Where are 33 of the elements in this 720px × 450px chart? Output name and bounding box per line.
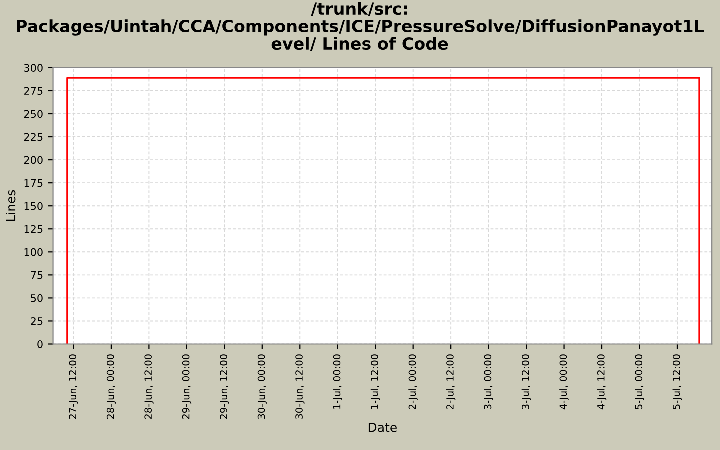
x-tick-label: 2-Jul, 00:00	[408, 354, 418, 410]
x-tick-label: 5-Jul, 00:00	[635, 354, 644, 410]
x-tick-label: 30-Jun, 12:00	[296, 354, 305, 420]
y-tick-label: 25	[31, 317, 43, 326]
x-tick-label: 2-Jul, 12:00	[446, 354, 456, 410]
y-axis-title: Lines	[6, 190, 16, 222]
y-tick-label: 175	[24, 179, 43, 188]
y-tick-label: 150	[24, 202, 43, 210]
x-tick-label: 5-Jul, 12:00	[672, 354, 682, 410]
x-tick-label: 29-Jun, 12:00	[220, 354, 230, 420]
x-tick-label: 27-Jun, 12:00	[69, 354, 78, 420]
x-tick-label: 28-Jun, 12:00	[144, 354, 154, 420]
x-tick-label: 4-Jul, 12:00	[597, 354, 607, 410]
x-axis-title: Date	[368, 422, 397, 432]
chart-title: /trunk/src: Packages/Uintah/CCA/Components/ICE/PressureSolve/DiffusionPanayot1L evel/ Lines of Code	[17, 2, 704, 52]
x-tick-label: 3-Jul, 12:00	[522, 354, 532, 410]
y-tick-label: 100	[24, 248, 43, 256]
x-tick-label: 1-Jul, 00:00	[333, 354, 342, 410]
x-tick-label: 1-Jul, 12:00	[370, 354, 380, 410]
y-tick-label: 75	[31, 272, 43, 280]
y-tick-label: 275	[24, 87, 43, 96]
y-tick-label: 300	[24, 64, 43, 72]
y-tick-label: 200	[24, 156, 43, 164]
x-tick-label: 30-Jun, 00:00	[258, 354, 268, 420]
y-tick-label: 225	[24, 133, 43, 142]
y-tick-label: 250	[24, 110, 43, 118]
y-tick-label: 0	[38, 340, 43, 348]
y-tick-label: 50	[31, 294, 43, 302]
y-tick-label: 125	[24, 225, 43, 234]
x-tick-label: 29-Jun, 00:00	[182, 354, 192, 420]
x-tick-label: 3-Jul, 00:00	[484, 354, 494, 410]
x-tick-label: 28-Jun, 00:00	[106, 354, 116, 420]
x-tick-label: 4-Jul, 00:00	[560, 354, 569, 410]
